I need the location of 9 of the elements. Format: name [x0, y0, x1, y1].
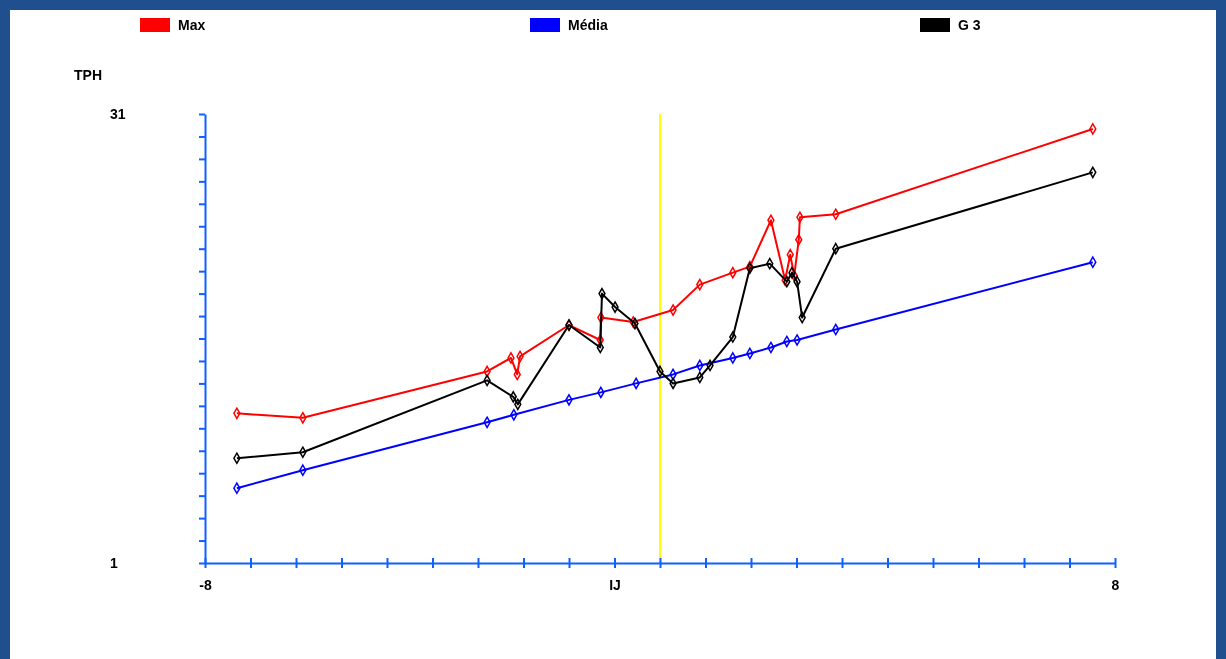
x-tick-label: IJ — [609, 577, 621, 594]
y-axis-title: TPH — [74, 67, 102, 83]
y-tick-label: 31 — [110, 105, 126, 122]
legend-label: G 3 — [958, 17, 981, 33]
legend-label: Max — [178, 17, 206, 33]
x-tick-label: -8 — [199, 577, 212, 594]
legend-label: Média — [568, 17, 608, 33]
y-tick-label: 1 — [110, 554, 118, 571]
x-tick-label: 8 — [1111, 577, 1120, 594]
